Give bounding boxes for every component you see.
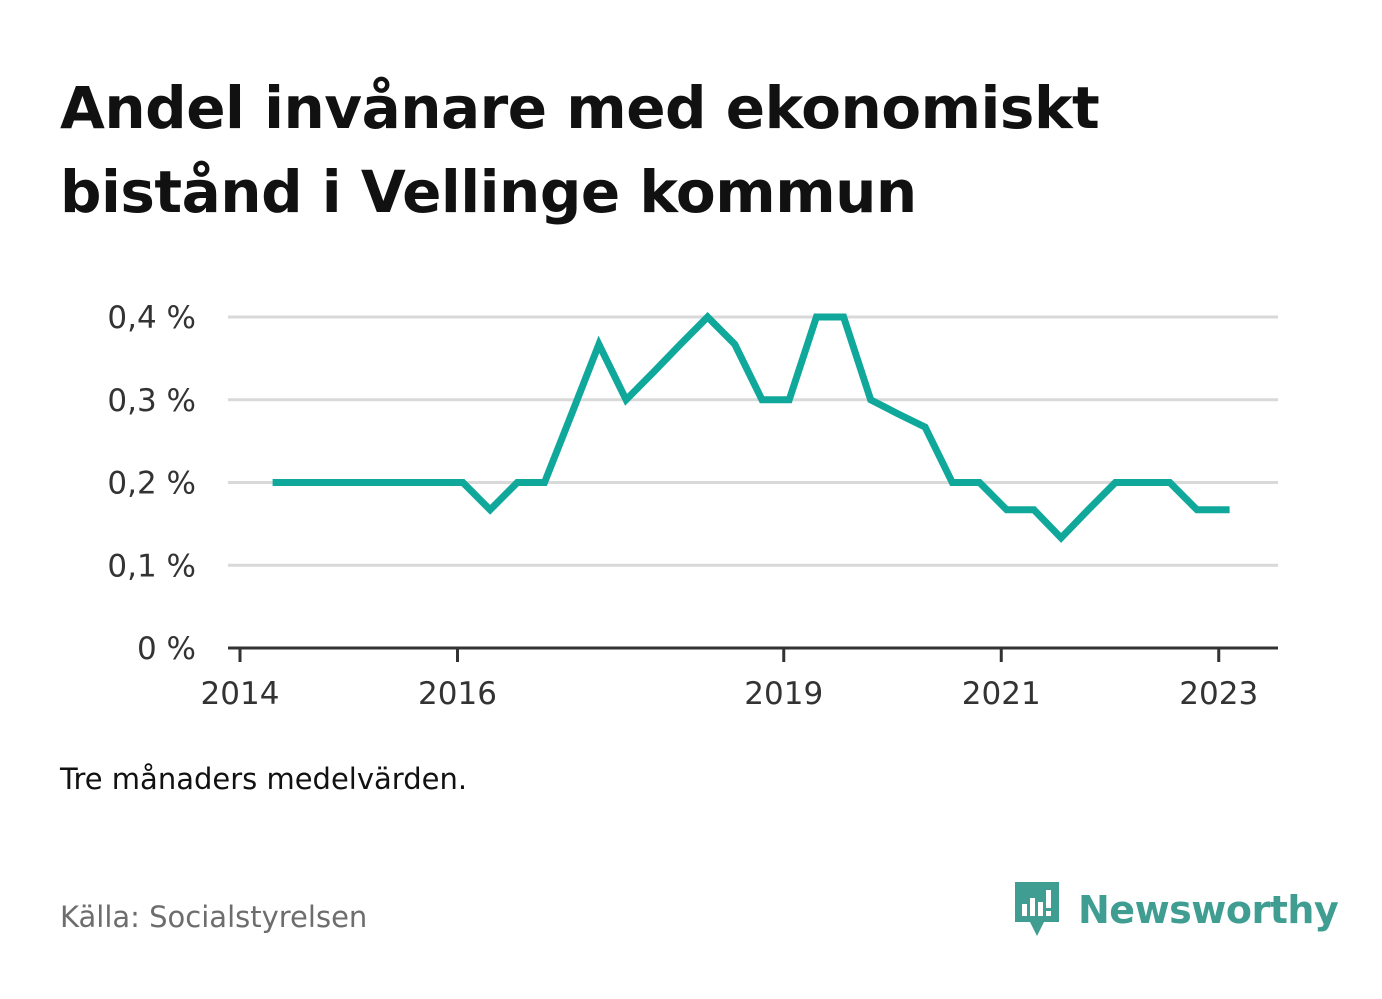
x-tick-label: 2019	[744, 676, 823, 712]
grid-lines	[228, 315, 1278, 567]
x-tick-label: 2014	[201, 676, 280, 712]
chart-title-line-1: Andel invånare med ekonomiskt	[60, 74, 1100, 142]
chart-title: Andel invånare med ekonomiskt bistånd i …	[60, 66, 1260, 234]
x-tick-label: 2023	[1179, 676, 1258, 712]
y-tick-label: 0,1 %	[107, 548, 196, 584]
series-line	[272, 312, 1230, 543]
y-tick-label: 0,2 %	[107, 466, 196, 502]
y-tick-label: 0 %	[137, 631, 196, 667]
series-layer	[272, 312, 1230, 543]
chart-title-line-2: bistånd i Vellinge kommun	[60, 158, 917, 226]
y-tick-label: 0,4 %	[107, 300, 196, 336]
x-axis-labels: 2014 2016 2019 2021 2023	[201, 676, 1259, 712]
x-tick-label: 2021	[962, 676, 1041, 712]
brand-logo: Newsworthy	[1012, 880, 1339, 940]
y-tick-label: 0,3 %	[107, 383, 196, 419]
brand-name: Newsworthy	[1078, 888, 1339, 932]
x-axis	[228, 646, 1278, 662]
newsworthy-logo-icon	[1015, 882, 1059, 936]
y-axis-labels: 0 % 0,1 % 0,2 % 0,3 % 0,4 %	[107, 300, 196, 667]
chart-note: Tre månaders medelvärden.	[60, 762, 468, 796]
x-tick-label: 2016	[418, 676, 497, 712]
source-label: Källa: Socialstyrelsen	[60, 900, 368, 934]
